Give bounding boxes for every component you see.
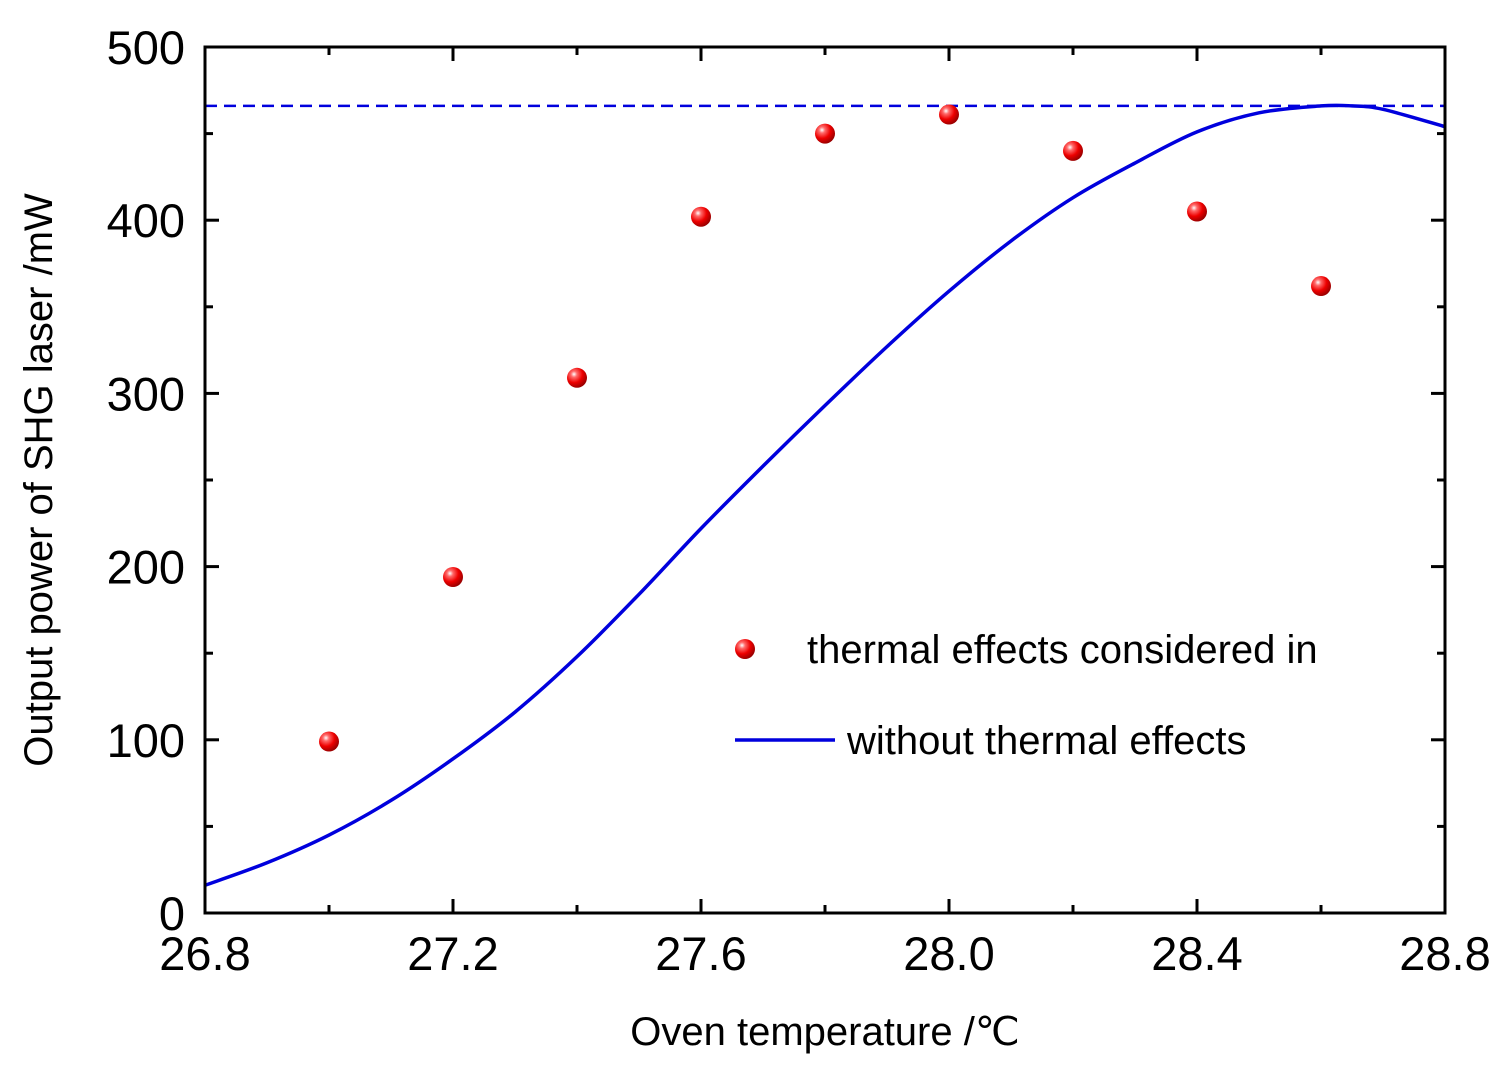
axes-frame (203, 45, 1447, 915)
y-tick-label: 100 (107, 714, 185, 767)
y-axis-title: Output power of SHG laser /mW (17, 193, 61, 767)
x-tick-label: 27.6 (655, 927, 746, 980)
x-tick-label: 28.4 (1151, 927, 1242, 980)
x-tick-label: 28.0 (903, 927, 994, 980)
x-tick-label: 26.8 (159, 927, 250, 980)
y-tick-label: 400 (107, 194, 185, 247)
y-tick-label: 300 (107, 367, 185, 420)
legend-label-without: without thermal effects (846, 719, 1246, 763)
data-point (815, 123, 835, 144)
y-tick-label: 200 (107, 541, 185, 594)
legend-marker-thermal (735, 639, 755, 659)
data-point (1311, 276, 1331, 297)
x-tick-label: 27.2 (407, 927, 498, 980)
legend: thermal effects considered in without th… (735, 628, 1318, 763)
data-point (1063, 140, 1083, 161)
legend-label-thermal: thermal effects considered in (807, 628, 1318, 672)
data-point (443, 566, 463, 587)
data-point (1187, 201, 1207, 222)
tick-labels: 26.8 27.2 27.6 28.0 28.4 28.8 0 100 200 300 400 500 (107, 21, 1491, 980)
plot-area (205, 103, 1445, 887)
axes (203, 45, 1447, 915)
y-tick-label: 0 (159, 887, 185, 940)
series-line-without-thermal (205, 103, 1445, 887)
x-tick-label: 28.8 (1399, 927, 1490, 980)
data-point (319, 731, 339, 752)
data-point (567, 367, 587, 388)
data-point (939, 104, 959, 125)
plot-clip-group (205, 103, 1445, 887)
y-tick-label: 500 (107, 21, 185, 74)
data-point (691, 206, 711, 227)
x-axis-title: Oven temperature /℃ (630, 1010, 1020, 1054)
